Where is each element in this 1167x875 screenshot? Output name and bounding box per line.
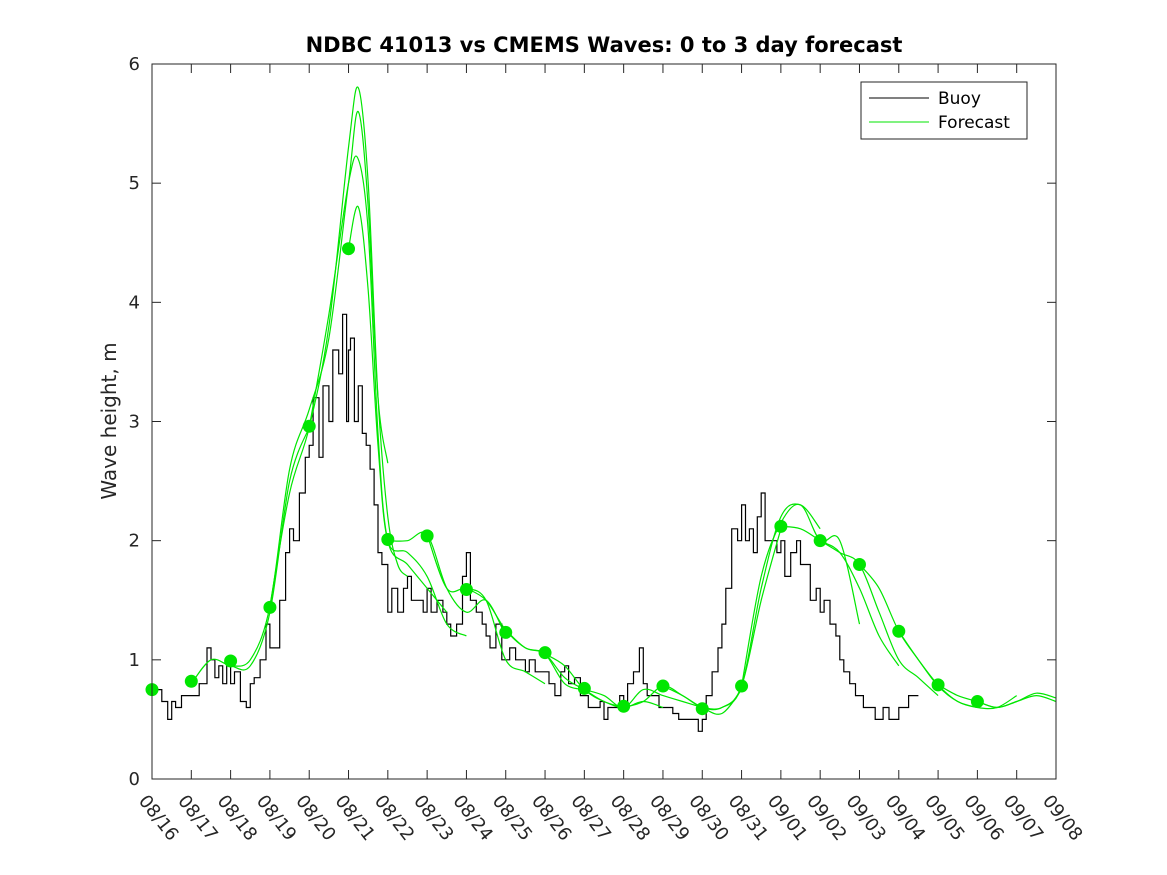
- legend-box: [860, 81, 1028, 140]
- forecast-start-marker: [184, 674, 198, 688]
- x-tick-label: 08/23: [409, 791, 457, 845]
- y-tick-label: 3: [129, 412, 140, 433]
- forecast-start-marker: [931, 678, 945, 692]
- x-tick-label: 08/21: [331, 791, 379, 845]
- x-tick-label: 08/29: [645, 791, 693, 845]
- x-tick-label: 08/20: [291, 791, 339, 845]
- forecast-start-marker: [852, 558, 866, 571]
- x-tick-label: 08/27: [566, 791, 614, 845]
- forecast-series-line-2: [269, 86, 408, 607]
- forecast-start-marker: [420, 529, 434, 543]
- forecast-series-line-20: [977, 692, 1057, 709]
- legend: Buoy Forecast: [860, 81, 1028, 140]
- forecast-start-marker: [499, 625, 513, 639]
- y-tick-label: 5: [129, 173, 140, 194]
- x-tick-label: 09/05: [920, 791, 968, 845]
- forecast-series-line-4: [347, 205, 467, 637]
- x-tick-label: 08/28: [606, 791, 654, 845]
- legend-label-buoy: Buoy: [938, 89, 981, 109]
- legend-label-forecast: Forecast: [938, 113, 1010, 133]
- x-tick-label: 08/18: [213, 791, 261, 845]
- x-tick-label: 09/03: [842, 791, 890, 845]
- forecast-start-marker: [342, 242, 356, 256]
- forecast-series-line-16: [819, 540, 939, 697]
- x-tick-label: 08/25: [488, 791, 536, 845]
- forecast-start-marker: [970, 695, 984, 709]
- forecast-start-marker: [695, 702, 709, 716]
- forecast-start-marker: [224, 654, 238, 668]
- y-tick-label: 4: [129, 292, 140, 313]
- marker-layer: [145, 242, 984, 716]
- forecast-start-marker: [263, 600, 277, 614]
- buoy-series-line: [152, 313, 919, 732]
- y-tick-label: 6: [129, 54, 140, 75]
- x-tick-label: 09/04: [881, 791, 929, 845]
- forecast-start-marker: [381, 532, 395, 546]
- buoy-layer: [152, 313, 919, 732]
- x-tick-label: 08/16: [134, 791, 182, 845]
- x-tick-label: 09/06: [959, 791, 1007, 845]
- y-axis-label: Wave height, m: [97, 342, 121, 499]
- x-tick-label: 08/19: [252, 791, 300, 845]
- forecast-start-marker: [774, 519, 788, 533]
- x-tick-label: 09/07: [999, 791, 1047, 845]
- forecast-start-marker: [892, 624, 906, 638]
- forecast-series-line-14: [741, 503, 861, 687]
- forecast-series-line-3: [308, 155, 448, 613]
- forecast-start-marker: [577, 681, 591, 695]
- chart-title: NDBC 41013 vs CMEMS Waves: 0 to 3 day fo…: [306, 33, 903, 57]
- forecast-start-marker: [735, 679, 749, 693]
- forecast-start-marker: [813, 534, 827, 548]
- x-tick-label: 08/22: [370, 791, 418, 845]
- forecast-start-marker: [656, 679, 670, 693]
- plot-area: [145, 63, 1057, 780]
- plot-background: [152, 64, 1056, 779]
- forecast-start-marker: [459, 583, 473, 597]
- forecast-series-line-10: [584, 688, 703, 709]
- y-axis-ticks: 0 1 2 3 4 5 6: [129, 54, 1056, 790]
- x-tick-label: 09/08: [1038, 791, 1086, 845]
- forecast-start-marker: [617, 699, 631, 713]
- forecast-start-marker: [538, 646, 552, 660]
- x-tick-label: 08/30: [684, 791, 732, 845]
- x-tick-label: 08/31: [724, 791, 772, 845]
- x-tick-label: 09/02: [802, 791, 850, 845]
- y-tick-label: 1: [129, 650, 140, 671]
- x-tick-label: 08/26: [527, 791, 575, 845]
- x-tick-label: 09/01: [763, 791, 811, 845]
- forecast-series-line-0: [190, 427, 310, 685]
- x-tick-label: 08/17: [173, 791, 221, 845]
- forecast-start-marker: [302, 419, 316, 433]
- y-tick-label: 2: [129, 531, 140, 552]
- y-tick-label: 0: [129, 769, 140, 790]
- x-tick-label: 08/24: [448, 791, 496, 845]
